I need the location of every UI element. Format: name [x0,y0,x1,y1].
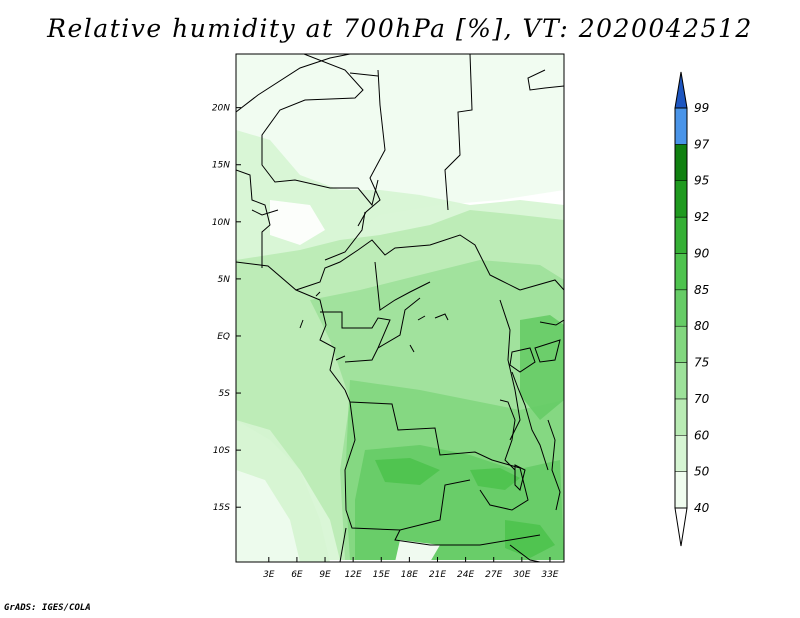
lon-tick-label: 6E [291,570,303,580]
colorbar-label: 40 [694,501,710,515]
lon-tick-label: 27E [485,570,502,580]
colorbar-low-arrow [674,507,688,547]
humidity-fill [236,54,564,562]
colorbar-segment [674,435,688,472]
lon-tick-label: 18E [401,570,418,580]
latitude-axis: 20N 15N 10N 5N EQ 5S 10S 15S [212,104,241,513]
lon-tick-label: 30E [513,570,530,580]
colorbar-label: 50 [694,465,710,479]
lon-tick-label: 3E [263,570,275,580]
lon-tick-label: 21E [429,570,446,580]
lat-tick-label: EQ [217,332,230,342]
colorbar-high-arrow [674,71,688,109]
lat-tick-label: 15N [212,161,230,171]
colorbar-label: 90 [694,246,710,260]
lat-tick-label: 10S [213,446,230,456]
colorbar-label: 80 [694,319,710,333]
lon-tick-label: 33E [541,570,558,580]
lon-tick-label: 12E [345,570,362,580]
lat-tick-label: 5N [218,275,231,285]
map-frame [235,53,565,563]
colorbar-label: 92 [694,210,709,224]
lat-tick-label: 10N [212,218,230,228]
colorbar-segment [674,398,688,436]
country-borders [236,54,564,562]
colorbar-segment [674,325,688,363]
colorbar-label: 70 [694,392,710,406]
lon-tick-label: 24E [457,570,474,580]
colorbar-segment [674,471,688,509]
map-title: Relative humidity at 700hPa [%], VT: 202… [47,14,753,43]
colorbar-label: 97 [694,137,710,151]
lon-tick-label: 9E [319,570,331,580]
lat-tick-label: 20N [212,104,230,114]
colorbar-segment [674,362,688,400]
lat-tick-label: 15S [213,503,230,513]
colorbar-segment [674,180,688,218]
colorbar-label: 85 [694,283,709,297]
colorbar-segment [674,216,688,254]
lat-tick-label: 5S [219,389,231,399]
colorbar-segment [674,253,688,291]
colorbar-label: 75 [694,356,709,370]
grads-credit: GrADS: IGES/COLA [4,603,91,613]
longitude-axis: 3E 6E 9E 12E 15E 18E 21E 24E 27E 30E 33E [263,557,559,580]
colorbar: 40 50 60 70 75 80 85 90 92 95 97 99 [674,71,710,547]
lon-tick-label: 15E [373,570,390,580]
colorbar-label: 60 [694,428,710,442]
colorbar-label: 99 [694,101,709,115]
colorbar-segment [674,289,688,327]
colorbar-segment [674,144,688,181]
colorbar-segment [674,107,688,145]
colorbar-label: 95 [694,174,709,188]
